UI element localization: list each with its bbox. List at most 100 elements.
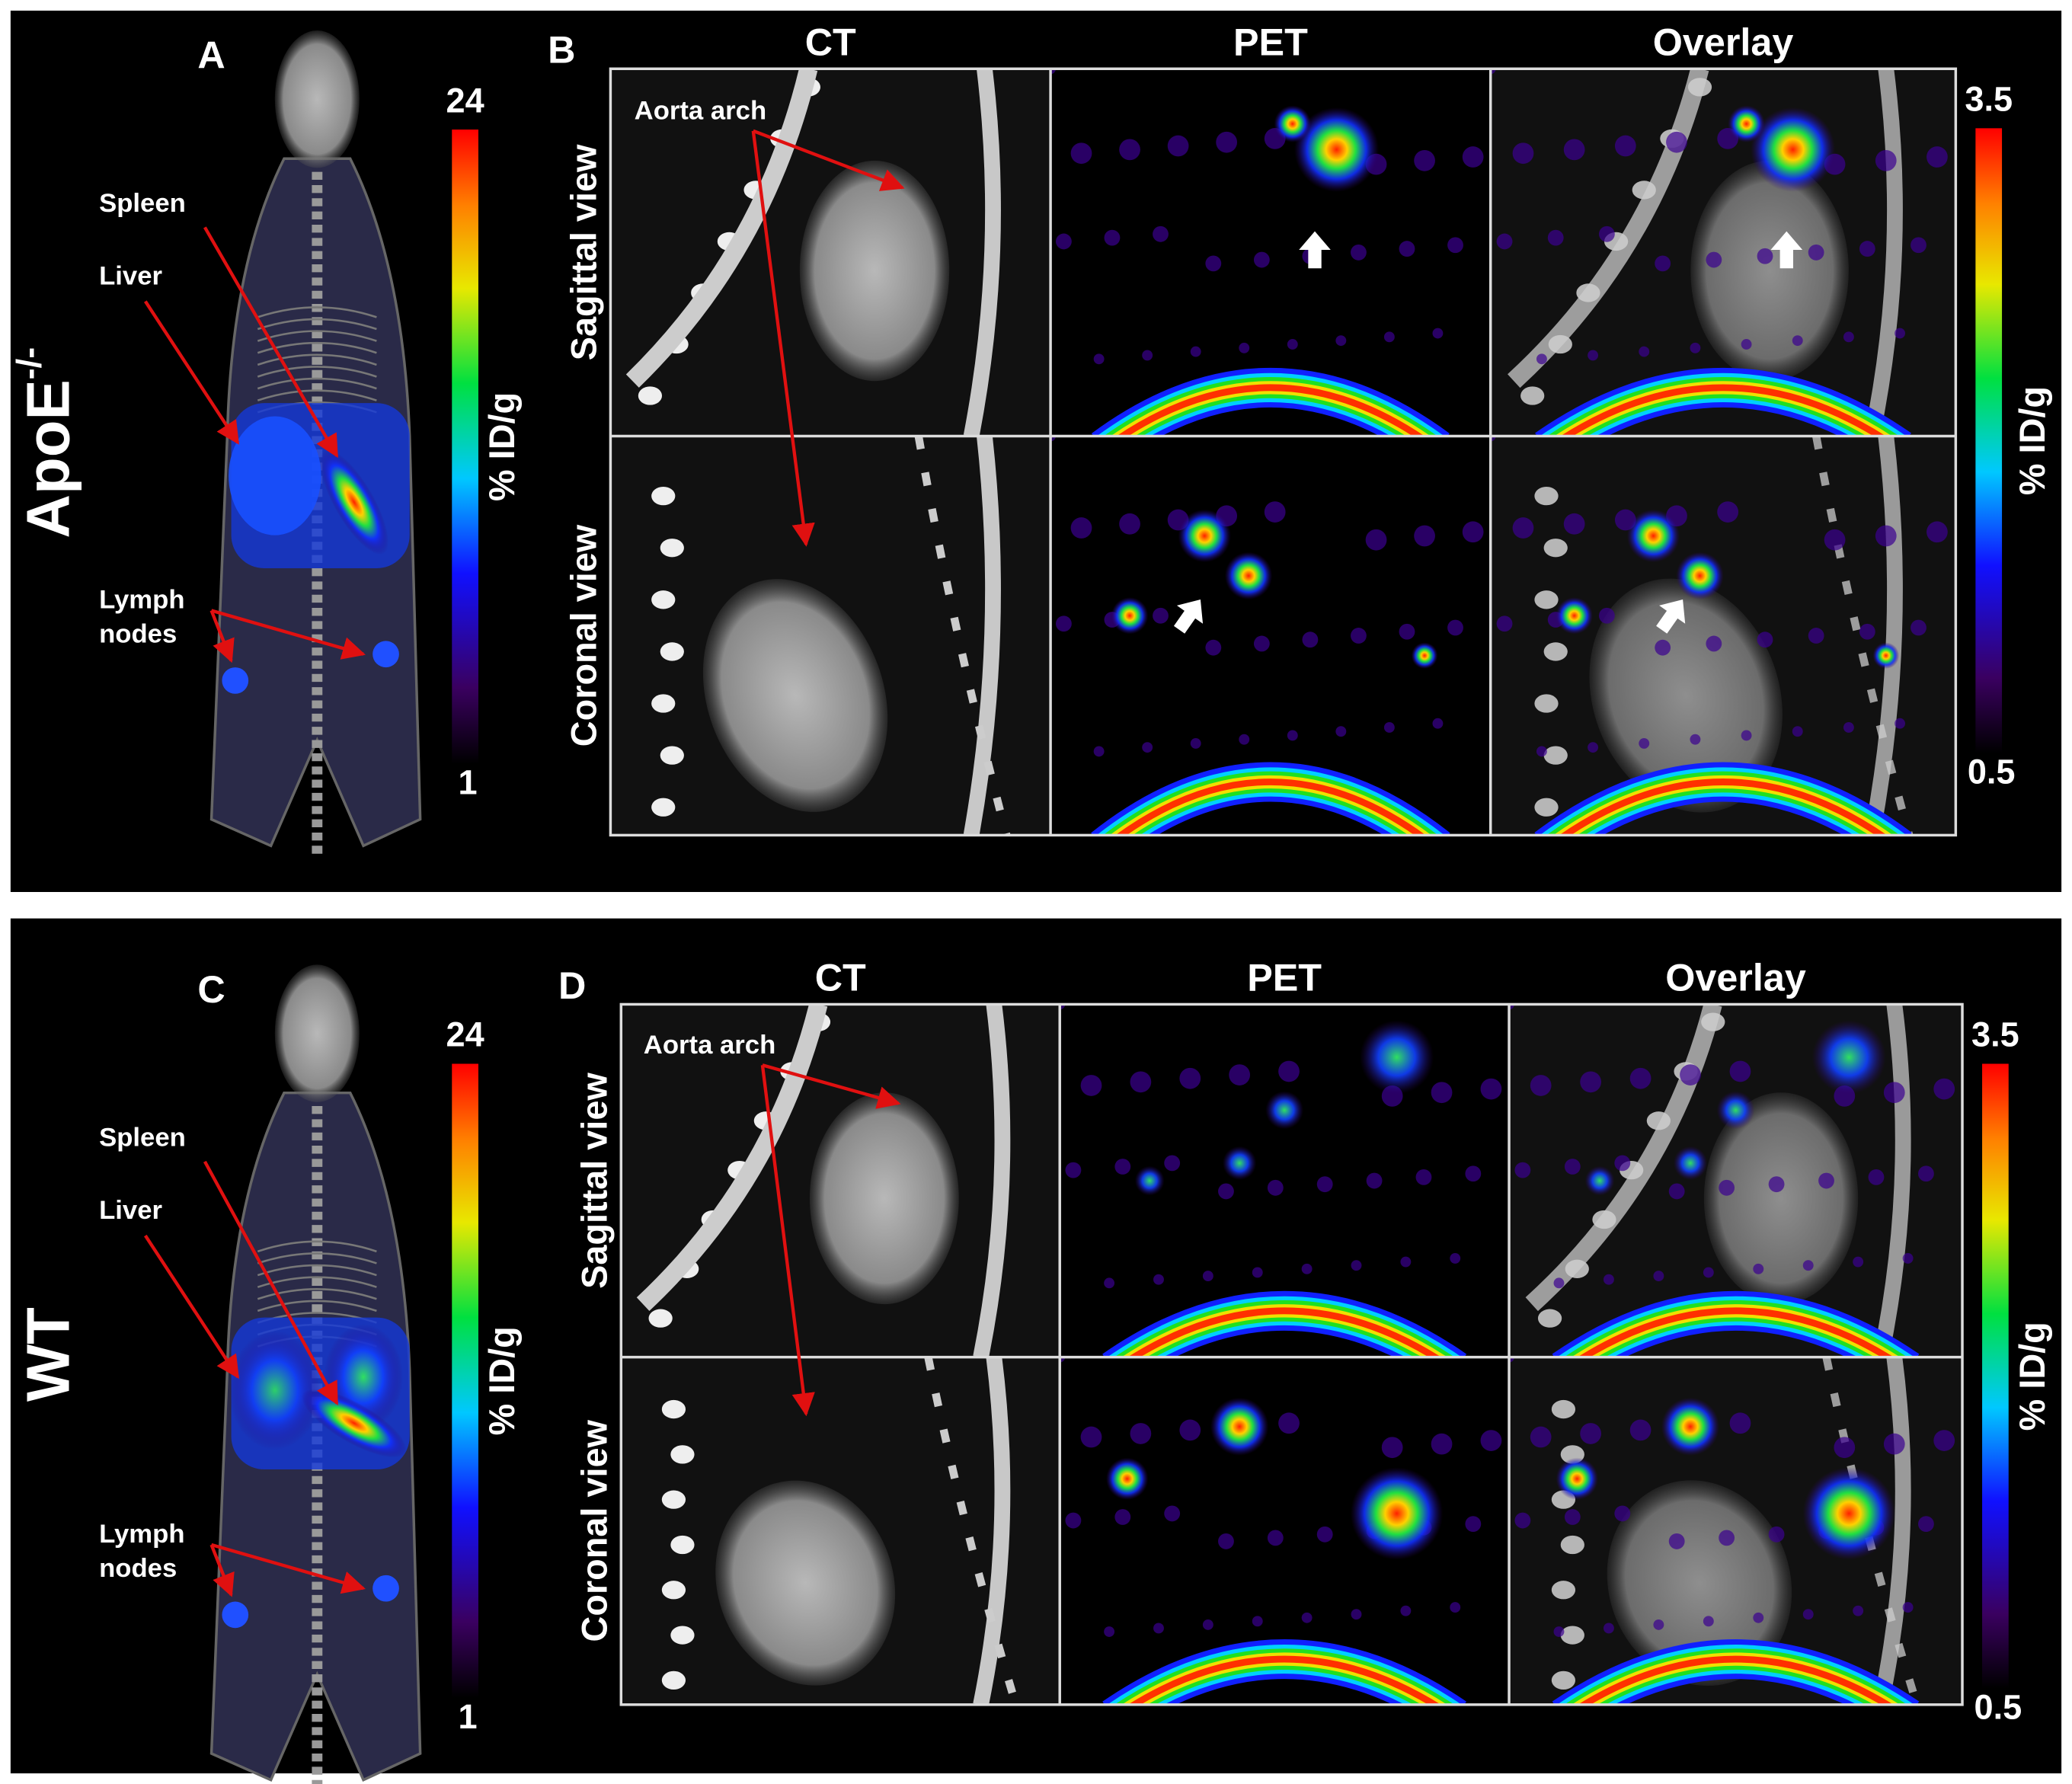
speckle (1564, 1509, 1581, 1525)
arrow (751, 130, 815, 547)
label: Liver (99, 262, 162, 291)
speckle (1496, 615, 1513, 632)
colorbar-max: 3.5 (1965, 80, 2013, 119)
speckle (1153, 225, 1169, 242)
pet-uptake (1626, 509, 1680, 563)
speckle (1267, 1530, 1284, 1546)
speckle (1655, 639, 1671, 656)
speckle (1802, 1260, 1814, 1271)
colorbar-unit: % ID/g (482, 1326, 522, 1435)
mouse-rib (257, 306, 377, 318)
speckle (1114, 1159, 1131, 1175)
heart (1703, 1092, 1859, 1305)
bone (1508, 69, 1709, 388)
speckle (1717, 501, 1739, 523)
heart (1589, 578, 1783, 813)
bone (963, 69, 1001, 436)
column-header: CT (815, 956, 866, 999)
colorbar-max: 24 (446, 81, 484, 120)
speckle (1580, 1071, 1601, 1093)
image-cell (1060, 1357, 1510, 1705)
speckle (1056, 615, 1072, 632)
image-cell (1060, 1004, 1510, 1357)
column-header: PET (1247, 956, 1322, 999)
speckle (1547, 229, 1564, 246)
speckle (1302, 631, 1319, 648)
white-arrow (1173, 599, 1204, 634)
speckle (1757, 248, 1773, 264)
speckle (1278, 1060, 1300, 1082)
speckle (1553, 1277, 1565, 1289)
speckle (1462, 521, 1484, 543)
arrow (144, 300, 240, 445)
speckle (1614, 135, 1636, 157)
pet-uptake (1716, 1091, 1755, 1130)
pet-uptake (1105, 1457, 1149, 1501)
pet-uptake (1872, 642, 1900, 670)
speckle (1653, 1271, 1664, 1282)
annotation: Aorta arch (635, 97, 767, 126)
column-header: Overlay (1665, 956, 1806, 999)
pet-uptake (1134, 1165, 1165, 1196)
speckle (1167, 135, 1189, 157)
arrow (760, 1064, 815, 1417)
colorbar-max: 24 (446, 1015, 484, 1054)
speckle (1768, 1526, 1785, 1543)
mouse-skull (274, 964, 360, 1102)
speckle (1496, 233, 1513, 250)
speckle (1432, 328, 1444, 339)
pet-uptake (1224, 552, 1273, 600)
speckle (1603, 1274, 1614, 1285)
white-arrow (1770, 231, 1803, 269)
pet-arc (1127, 1307, 1441, 1357)
speckle (1902, 1252, 1914, 1264)
speckle (1895, 718, 1906, 729)
speckle (1629, 1067, 1652, 1089)
speckle (1205, 255, 1222, 272)
colorbar (1975, 128, 2003, 753)
label: Liver (99, 1196, 162, 1225)
speckle (1070, 142, 1092, 165)
bone (651, 798, 676, 817)
speckle (1668, 1183, 1685, 1200)
pet-uptake (1673, 1146, 1708, 1181)
speckle (1614, 1505, 1631, 1522)
speckle (1768, 1176, 1785, 1193)
speckle (1080, 1426, 1102, 1448)
speckle (1824, 529, 1846, 551)
speckle (1450, 1252, 1461, 1264)
speckle (1598, 607, 1615, 624)
mouse-rib (257, 318, 377, 331)
speckle (1218, 1533, 1234, 1549)
heart (809, 1092, 959, 1305)
image-cell (1490, 69, 1956, 436)
speckle (1400, 1605, 1412, 1616)
speckle (1690, 734, 1701, 745)
bone (1872, 1004, 1911, 1357)
speckle (1639, 346, 1650, 357)
pet-uptake (1411, 642, 1438, 670)
heart (702, 579, 888, 812)
pet-uptake (1222, 1146, 1257, 1181)
mouse-rib (257, 342, 377, 354)
pet-uptake (1584, 1165, 1615, 1196)
bone (1543, 746, 1568, 765)
pet-uptake (1350, 1467, 1444, 1560)
speckle (1287, 730, 1298, 741)
pet-uptake (1360, 1020, 1434, 1095)
speckle (1530, 1075, 1552, 1096)
pet-arc (1560, 384, 1886, 436)
panel-letter: A (197, 34, 225, 77)
speckle (1918, 1516, 1934, 1533)
bone (625, 69, 818, 388)
speckle (1911, 237, 1927, 254)
image-cell (610, 436, 1051, 836)
speckle (1351, 245, 1367, 261)
label: nodes (99, 620, 177, 649)
image-cell (1490, 436, 1956, 836)
bone (1864, 69, 1903, 436)
speckle (1588, 742, 1599, 753)
colorbar-unit: % ID/g (2013, 1322, 2052, 1431)
bone (648, 1309, 673, 1328)
speckle (1859, 241, 1875, 257)
